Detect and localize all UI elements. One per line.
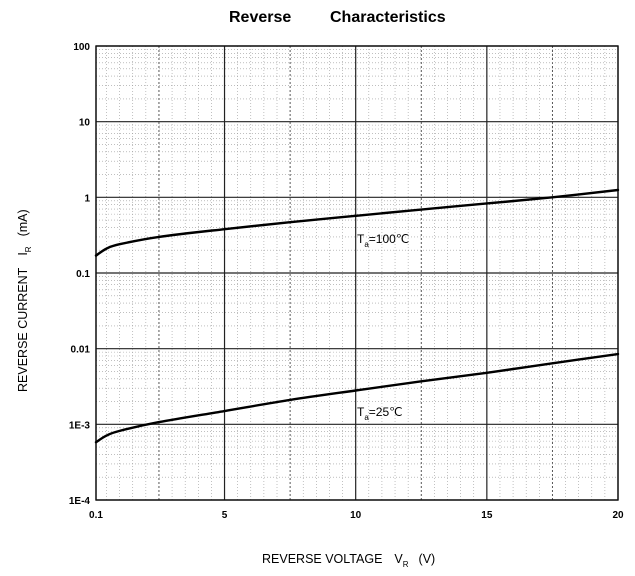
- annotation-ta-25: Ta=25℃: [357, 405, 403, 422]
- annotation-ta-25-symbol: T: [357, 405, 365, 419]
- plot-frame: [95, 45, 619, 501]
- annotation-ta-100-symbol: T: [357, 232, 365, 246]
- x-axis-label: REVERSE VOLTAGE VR (V): [262, 552, 435, 569]
- x-axis-label-subscript: R: [403, 560, 409, 569]
- y-tick-label: 1E-4: [69, 496, 91, 507]
- series-curve-ta-25: [94, 352, 620, 444]
- y-axis-label-symbol: I: [16, 252, 30, 255]
- y-tick-label: 0.01: [71, 345, 91, 356]
- x-tick-label: 0.1: [89, 510, 103, 521]
- y-tick-label: 1: [84, 193, 90, 204]
- annotation-ta-25-value: =25℃: [369, 405, 403, 419]
- y-axis-label-unit: (mA): [16, 209, 30, 236]
- y-tick-label: 0.1: [76, 269, 90, 280]
- y-axis-label-text: REVERSE CURRENT: [16, 267, 30, 392]
- annotation-ta-25-subscript: a: [364, 413, 369, 422]
- x-axis-label-symbol: V: [394, 552, 403, 566]
- y-axis-label: REVERSE CURRENT IR (mA): [16, 209, 33, 392]
- x-axis-label-text: REVERSE VOLTAGE: [262, 552, 382, 566]
- annotation-ta-100: Ta=100℃: [357, 232, 409, 249]
- x-axis-label-unit: (V): [419, 552, 436, 566]
- y-axis-label-subscript: R: [24, 246, 33, 252]
- chart-title-part1: Reverse: [229, 9, 291, 26]
- y-tick-label: 1E-3: [69, 420, 91, 431]
- y-tick-label: 100: [73, 42, 90, 53]
- data-curves: [94, 188, 620, 444]
- annotation-ta-100-subscript: a: [364, 240, 369, 249]
- x-tick-label: 10: [350, 510, 362, 521]
- plot-grid: [95, 45, 619, 501]
- y-tick-label: 10: [79, 118, 91, 129]
- x-tick-label: 15: [481, 510, 493, 521]
- series-curve-ta-100: [94, 188, 620, 257]
- axis-ticks: 0.1 5 10 15 20 1E-4 1E-3 0.01 0.1 1 10 100: [69, 42, 624, 521]
- annotation-ta-100-value: =100℃: [369, 232, 410, 246]
- chart-title-part2: Characteristics: [330, 9, 446, 26]
- x-tick-label: 5: [222, 510, 228, 521]
- x-tick-label: 20: [612, 510, 624, 521]
